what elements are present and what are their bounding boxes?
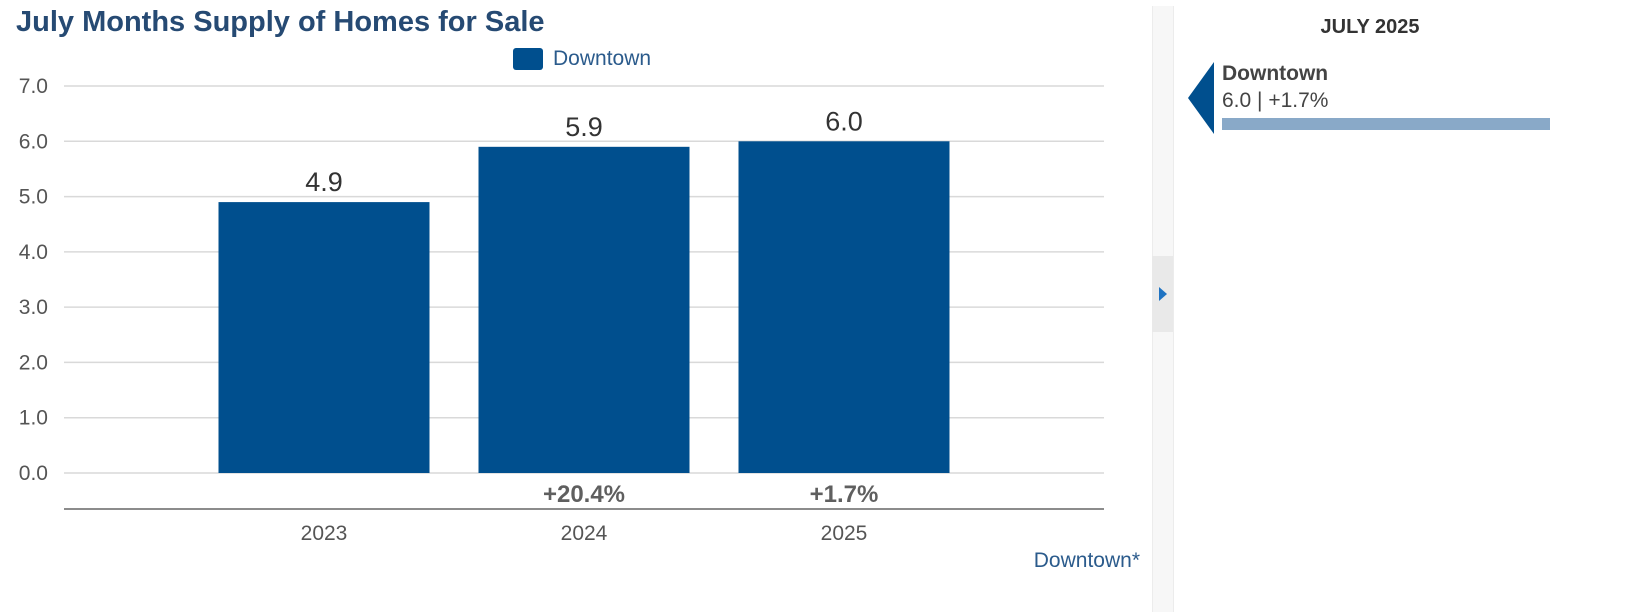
footnote[interactable]: Downtown* (1033, 549, 1140, 572)
x-tick-label: 2023 (301, 522, 348, 545)
side-item-bar (1222, 118, 1550, 130)
y-tick-label: 4.0 (19, 241, 48, 264)
y-tick-label: 7.0 (19, 75, 48, 98)
data-label: 5.9 (565, 112, 603, 142)
bar-chart: 0.0 1.0 2.0 3.0 4.0 5.0 6.0 7.0 4.9 2023 5.9 +20.4%… (19, 75, 1104, 545)
side-item-name: Downtown (1222, 62, 1329, 85)
side-item-value: 6.0 | +1.7% (1222, 89, 1329, 112)
side-panel-item[interactable]: Downtown 6.0 | +1.7% (1188, 62, 1550, 134)
bar (218, 202, 430, 473)
y-tick-label: 6.0 (19, 130, 48, 153)
side-panel-title: JULY 2025 (1320, 16, 1420, 38)
data-label: 6.0 (825, 106, 863, 136)
chart-title: July Months Supply of Homes for Sale (16, 6, 545, 38)
y-tick-label: 2.0 (19, 351, 48, 374)
y-tick-label: 3.0 (19, 296, 48, 319)
change-label: +20.4% (543, 481, 625, 508)
legend-swatch (513, 48, 543, 70)
x-tick-label: 2024 (561, 522, 608, 545)
bar (738, 141, 950, 474)
collapse-panel-button[interactable] (1152, 256, 1173, 332)
y-tick-label: 0.0 (19, 462, 48, 485)
x-tick-label: 2025 (821, 522, 868, 545)
legend[interactable]: Downtown (513, 47, 651, 71)
y-tick-label: 1.0 (19, 407, 48, 430)
caret-right-icon (1158, 287, 1167, 301)
data-label: 4.9 (305, 167, 343, 197)
legend-label: Downtown (553, 47, 652, 70)
bar (478, 146, 690, 474)
change-label: +1.7% (810, 481, 879, 508)
pointer-arrow-icon (1188, 62, 1214, 134)
y-tick-label: 5.0 (19, 186, 48, 209)
